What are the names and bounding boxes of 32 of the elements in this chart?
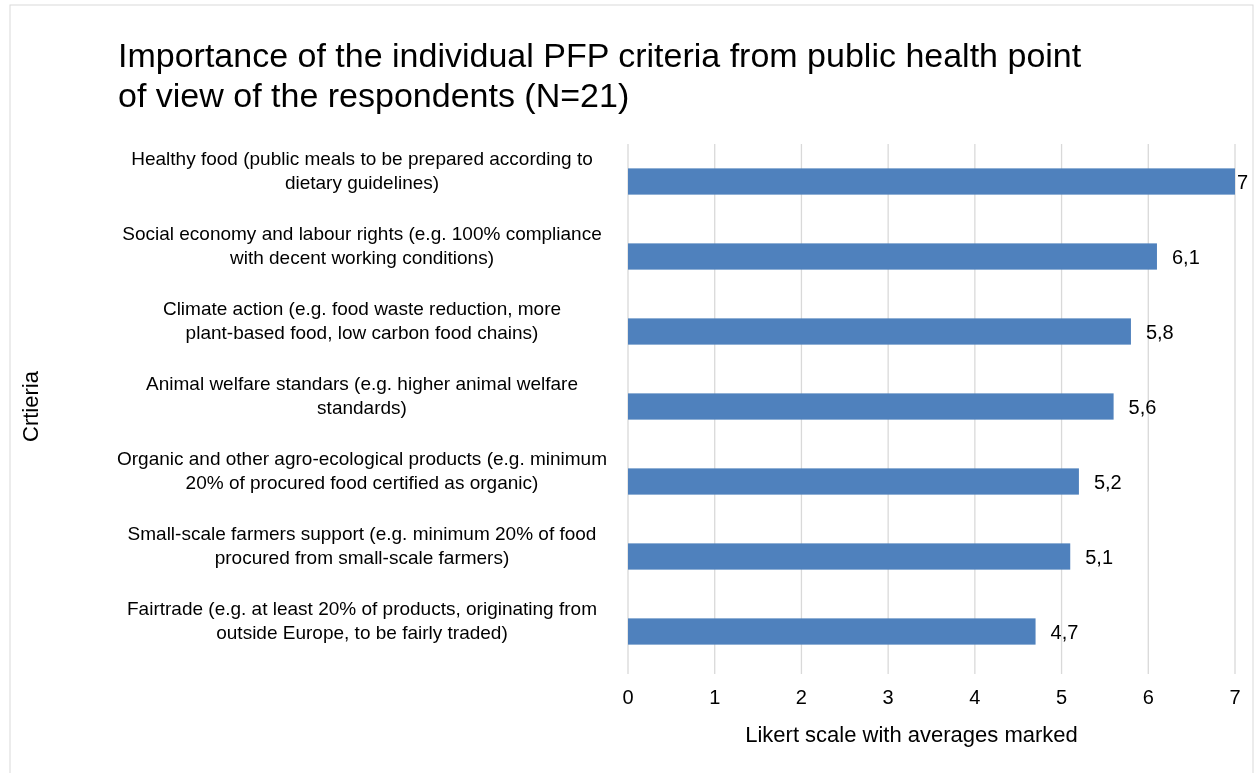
data-label: 5,2 (1093, 470, 1122, 493)
y-tick-label: Animal welfare standars (e.g. higher animal welfare standards) (146, 372, 578, 418)
data-label: 4,7 (1050, 620, 1079, 643)
bar (628, 618, 1036, 645)
bar (628, 168, 1235, 195)
bar (628, 243, 1157, 270)
bar (628, 318, 1131, 345)
data-label: 5,8 (1145, 320, 1174, 343)
y-tick-label: Healthy food (public meals to be prepared according to dietary guidelines) (131, 147, 593, 193)
bar (628, 393, 1114, 420)
x-tick-label: 0 (622, 686, 634, 708)
data-label: 7 (1237, 170, 1249, 193)
y-tick-label: Climate action (e.g. food waste reduction, more plant-based food, low carbon food chains) (162, 297, 562, 343)
x-tick-label: 4 (969, 686, 981, 708)
x-tick-label: 1 (709, 686, 721, 708)
data-label: 6,1 (1171, 245, 1200, 268)
chart-title: Importance of the individual PFP criteria from public health point of view of the respondents (N=21) (118, 36, 1082, 114)
bar (628, 543, 1071, 570)
y-tick-label: Small-scale farmers support (e.g. minimum 20% of food procured from small-scale farmers) (127, 522, 597, 568)
data-label: 5,1 (1085, 545, 1114, 568)
x-tick-label: 3 (882, 686, 894, 708)
y-tick-label: Fairtrade (e.g. at least 20% of products, originating from outside Europe, to be fairly traded) (127, 597, 597, 643)
y-tick-label: Organic and other agro-ecological products (e.g. minimum 20% of procured food certified as organic) (116, 447, 608, 493)
bar (628, 468, 1079, 495)
x-tick-label: 7 (1229, 686, 1241, 708)
x-tick-label: 6 (1142, 686, 1154, 708)
data-label: 5,6 (1128, 395, 1157, 418)
x-axis-title: Likert scale with averages marked (745, 722, 1078, 747)
y-tick-label: Social economy and labour rights (e.g. 100% compliance with decent working conditions) (122, 222, 602, 268)
x-tick-label: 2 (795, 686, 807, 708)
x-tick-label: 5 (1056, 686, 1068, 708)
y-axis-title: Crtieria (18, 370, 43, 442)
